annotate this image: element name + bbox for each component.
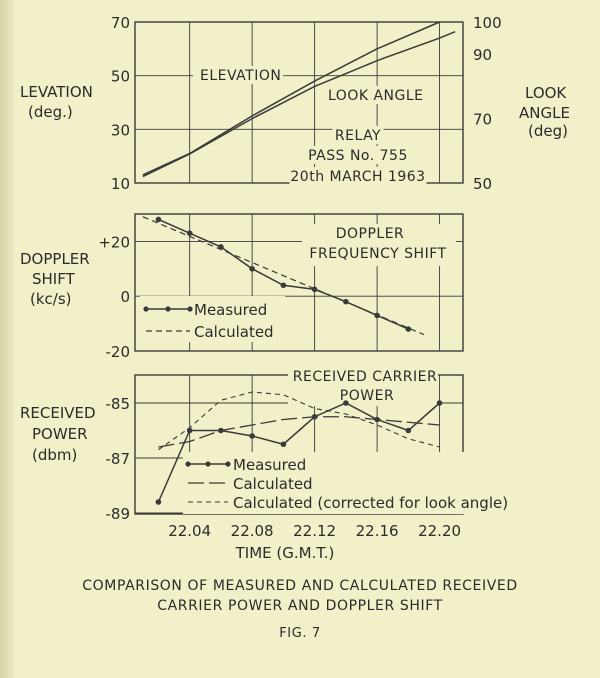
x-tick-label: 22.16 bbox=[356, 522, 399, 540]
caption-line-1: COMPARISON OF MEASURED AND CALCULATED RE… bbox=[82, 578, 518, 594]
annotation-backdrop bbox=[302, 146, 414, 164]
power-axis-label: (dbm) bbox=[32, 446, 77, 464]
title-backdrop bbox=[288, 366, 438, 406]
data-point-measured bbox=[374, 416, 380, 423]
look-angle-tick-label: 90 bbox=[473, 46, 492, 64]
chart-annotation: PASS No. 755 bbox=[308, 148, 408, 164]
data-point-measured bbox=[218, 427, 224, 434]
legend-label-calculated: Calculated bbox=[194, 323, 274, 341]
look-angle-tick-label: 50 bbox=[473, 175, 492, 193]
data-point-measured bbox=[218, 244, 224, 250]
elevation-tick-label: 10 bbox=[111, 175, 130, 193]
doppler-tick-label: +20 bbox=[98, 233, 130, 251]
doppler-axis-label: SHIFT bbox=[32, 270, 76, 288]
elevation-axis-label: LEVATION bbox=[20, 83, 93, 101]
x-tick-label: 22.04 bbox=[168, 522, 211, 540]
legend-backdrop bbox=[183, 452, 523, 514]
look-angle-axis-label: ANGLE bbox=[519, 104, 570, 122]
series-line-look-angle bbox=[142, 30, 456, 178]
caption-line-2: CARRIER POWER AND DOPPLER SHIFT bbox=[157, 598, 443, 614]
doppler-tick-label: 0 bbox=[120, 288, 130, 306]
legend-marker-measured bbox=[185, 461, 191, 467]
series-line-calculated bbox=[158, 416, 440, 448]
legend-marker-measured bbox=[187, 306, 193, 312]
annotation-backdrop bbox=[289, 167, 427, 185]
doppler-axis-label: (kc/s) bbox=[30, 290, 72, 308]
power-axis-label: POWER bbox=[32, 425, 88, 443]
elevation-tick-label: 70 bbox=[111, 14, 130, 32]
elevation-tick-label: 30 bbox=[111, 121, 130, 139]
data-point-measured bbox=[343, 400, 349, 406]
data-point-measured bbox=[249, 433, 255, 439]
data-point-measured bbox=[249, 266, 255, 272]
doppler-title: FREQUENCY SHIFT bbox=[309, 246, 446, 262]
data-point-measured bbox=[186, 427, 193, 434]
look-angle-tick-label: 100 bbox=[473, 14, 502, 32]
figure-number: FIG. 7 bbox=[279, 626, 321, 641]
data-point-measured bbox=[280, 282, 287, 289]
label-backdrop bbox=[193, 66, 283, 84]
chart-annotation: RELAY bbox=[335, 128, 381, 144]
series-label-elevation: ELEVATION bbox=[200, 68, 281, 84]
elevation-axis-label: (deg.) bbox=[28, 103, 73, 121]
data-point-measured bbox=[405, 427, 412, 434]
series-line-measured bbox=[157, 402, 441, 503]
power-tick-label: -87 bbox=[106, 450, 131, 468]
power-axis-label: RECEIVED bbox=[20, 404, 96, 422]
power-tick-label: -89 bbox=[106, 505, 131, 523]
chart-annotation: 20th MARCH 1963 bbox=[290, 169, 425, 185]
doppler-title: DOPPLER bbox=[336, 226, 405, 242]
data-point-measured bbox=[436, 400, 443, 406]
page-binding-edge bbox=[0, 0, 14, 678]
data-point-measured bbox=[311, 286, 318, 293]
x-tick-label: 22.08 bbox=[231, 522, 274, 540]
elevation-tick-label: 50 bbox=[111, 68, 130, 86]
doppler-tick-label: -20 bbox=[106, 343, 131, 361]
data-point-measured bbox=[155, 499, 162, 505]
data-point-measured bbox=[405, 326, 412, 332]
power-tick-label: -85 bbox=[106, 395, 131, 413]
legend-marker-measured bbox=[143, 306, 149, 312]
x-tick-label: 22.20 bbox=[418, 522, 461, 540]
series-label-look-angle: LOOK ANGLE bbox=[328, 88, 424, 104]
data-point-measured bbox=[374, 312, 380, 319]
legend-marker-measured bbox=[225, 461, 231, 467]
power-title: RECEIVED CARRIER bbox=[293, 369, 438, 385]
legend-marker-measured bbox=[165, 306, 171, 312]
look-angle-axis-label: LOOK bbox=[525, 84, 567, 102]
legend-label-calculated-corrected: Calculated (corrected for look angle) bbox=[233, 494, 508, 512]
legend-label-measured: Measured bbox=[233, 456, 306, 474]
data-point-measured bbox=[155, 216, 162, 223]
data-point-measured bbox=[343, 298, 349, 305]
x-tick-label: 22.12 bbox=[293, 522, 336, 540]
power-title: POWER bbox=[340, 388, 394, 404]
legend-label-measured: Measured bbox=[194, 301, 267, 319]
data-point-measured bbox=[186, 230, 193, 236]
doppler-axis-label: DOPPLER bbox=[20, 250, 90, 268]
x-axis-label: TIME (G.M.T.) bbox=[235, 544, 335, 562]
legend-backdrop bbox=[140, 296, 285, 342]
legend-label-calculated: Calculated bbox=[233, 475, 313, 493]
look-angle-axis-label: (deg) bbox=[528, 122, 568, 140]
legend-marker-measured bbox=[205, 461, 211, 467]
annotation-backdrop bbox=[332, 126, 384, 144]
data-point-measured bbox=[311, 413, 318, 420]
title-backdrop bbox=[302, 224, 456, 266]
data-point-measured bbox=[280, 441, 287, 448]
look-angle-tick-label: 70 bbox=[473, 111, 492, 129]
label-backdrop bbox=[322, 86, 424, 104]
